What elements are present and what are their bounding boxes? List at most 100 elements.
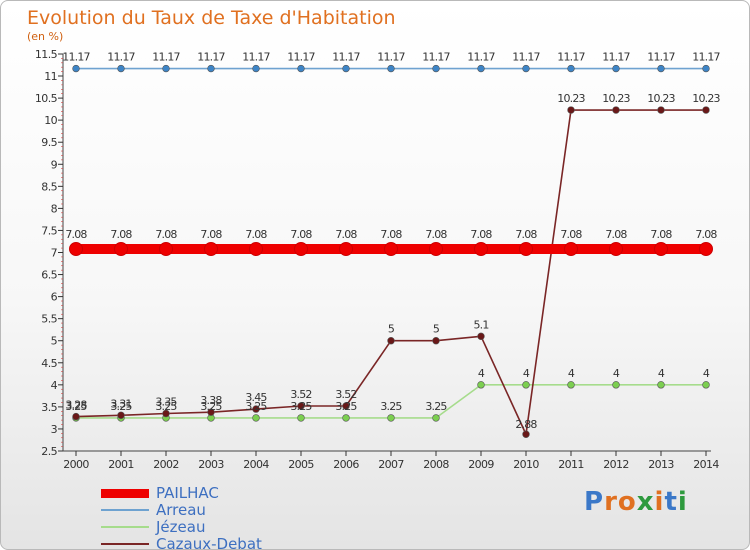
data-point (699, 241, 713, 256)
legend-swatch-cazaux-debat (101, 543, 149, 545)
y-tick-label: 8.5 (41, 180, 57, 193)
data-label: 11.17 (107, 51, 135, 64)
data-point (477, 64, 485, 73)
data-point (117, 411, 125, 419)
legend-label-arreau: Arreau (156, 501, 206, 519)
data-label: 3.25 (200, 400, 222, 413)
data-label: 11.17 (62, 51, 90, 64)
data-point (429, 241, 443, 256)
x-tick-label: 2010 (513, 458, 539, 471)
data-point (519, 241, 533, 256)
data-point (342, 64, 350, 73)
y-tick-label: 5 (51, 335, 58, 348)
data-point (522, 430, 530, 438)
data-point (654, 241, 668, 256)
legend-label-jezeau: Jézeau (156, 518, 206, 536)
data-label: 7.08 (560, 228, 582, 241)
data-point (297, 64, 305, 73)
data-point (207, 408, 215, 416)
data-label: 10.23 (647, 92, 675, 105)
data-label: 4 (613, 367, 620, 380)
data-point (387, 64, 395, 73)
x-tick-label: 2011 (558, 458, 584, 471)
data-label: 7.08 (335, 228, 357, 241)
data-point (432, 337, 440, 345)
legend-swatch-jezeau (101, 526, 149, 528)
data-point (609, 241, 623, 256)
data-point (702, 106, 710, 114)
legend-item-pailhac: PAILHAC (101, 484, 361, 502)
data-point (114, 241, 128, 256)
data-point (612, 106, 620, 114)
data-point (432, 64, 440, 73)
data-label: 11.17 (242, 51, 270, 64)
legend-item-jezeau: Jézeau (101, 518, 361, 536)
logo-letter: x (636, 487, 655, 517)
x-tick-label: 2004 (243, 458, 269, 471)
data-label: 3.25 (290, 400, 312, 413)
data-label: 5 (388, 323, 395, 336)
data-label: 10.23 (692, 92, 720, 105)
data-point (567, 64, 575, 73)
data-label: 7.08 (605, 228, 627, 241)
data-label: 11.17 (602, 51, 630, 64)
data-label: 7.08 (380, 228, 402, 241)
logo-letter: i (677, 487, 688, 517)
y-tick-label: 9 (51, 158, 58, 171)
y-tick-label: 6.5 (41, 269, 57, 282)
data-point (612, 381, 620, 389)
y-tick-label: 2.5 (41, 445, 57, 458)
x-tick-label: 2001 (108, 458, 134, 471)
data-label: 3.25 (335, 400, 357, 413)
data-label: 7.08 (470, 228, 492, 241)
data-point (297, 402, 305, 410)
x-tick-label: 2007 (378, 458, 404, 471)
data-label: 3.25 (65, 400, 87, 413)
y-tick-label: 4 (51, 379, 58, 392)
data-label: 7.08 (245, 228, 267, 241)
x-tick-label: 2005 (288, 458, 314, 471)
y-tick-label: 10.5 (35, 92, 58, 105)
y-tick-label: 7.5 (41, 224, 57, 237)
data-point (522, 381, 530, 389)
x-tick-label: 2013 (648, 458, 674, 471)
data-point (387, 337, 395, 345)
data-label: 3.35 (155, 396, 177, 409)
y-tick-label: 3 (51, 423, 58, 436)
data-point (342, 414, 350, 422)
data-label: 7.08 (650, 228, 672, 241)
data-point (567, 106, 575, 114)
data-point (252, 414, 260, 422)
data-label: 4 (523, 367, 530, 380)
data-point (387, 414, 395, 422)
legend-item-arreau: Arreau (101, 501, 361, 519)
x-tick-label: 2012 (603, 458, 629, 471)
data-label: 11.17 (692, 51, 720, 64)
y-tick-label: 3.5 (41, 401, 57, 414)
data-label: 3.52 (290, 388, 311, 401)
data-label: 11.17 (422, 51, 450, 64)
logo-letter: i (654, 487, 665, 517)
data-label: 7.08 (155, 228, 177, 241)
data-point (474, 241, 488, 256)
y-tick-label: 9.5 (41, 136, 57, 149)
data-label: 11.17 (332, 51, 360, 64)
data-label: 11.17 (512, 51, 540, 64)
data-point (162, 409, 170, 418)
data-label: 3.31 (110, 397, 131, 410)
data-point (702, 381, 710, 389)
legend-item-cazaux-debat: Cazaux-Debat (101, 535, 361, 549)
chart-unit-label: (en %) (27, 30, 64, 43)
data-point (72, 64, 80, 73)
data-label: 7.08 (695, 228, 717, 241)
y-tick-label: 11.5 (35, 48, 58, 61)
data-point (252, 405, 260, 413)
x-tick-label: 2008 (423, 458, 449, 471)
data-label: 3.25 (155, 400, 177, 413)
data-label: 7.08 (290, 228, 312, 241)
data-point (657, 64, 665, 73)
data-point (657, 106, 665, 114)
y-tick-label: 7 (51, 247, 58, 260)
data-point (339, 241, 353, 256)
data-label: 4 (703, 367, 710, 380)
